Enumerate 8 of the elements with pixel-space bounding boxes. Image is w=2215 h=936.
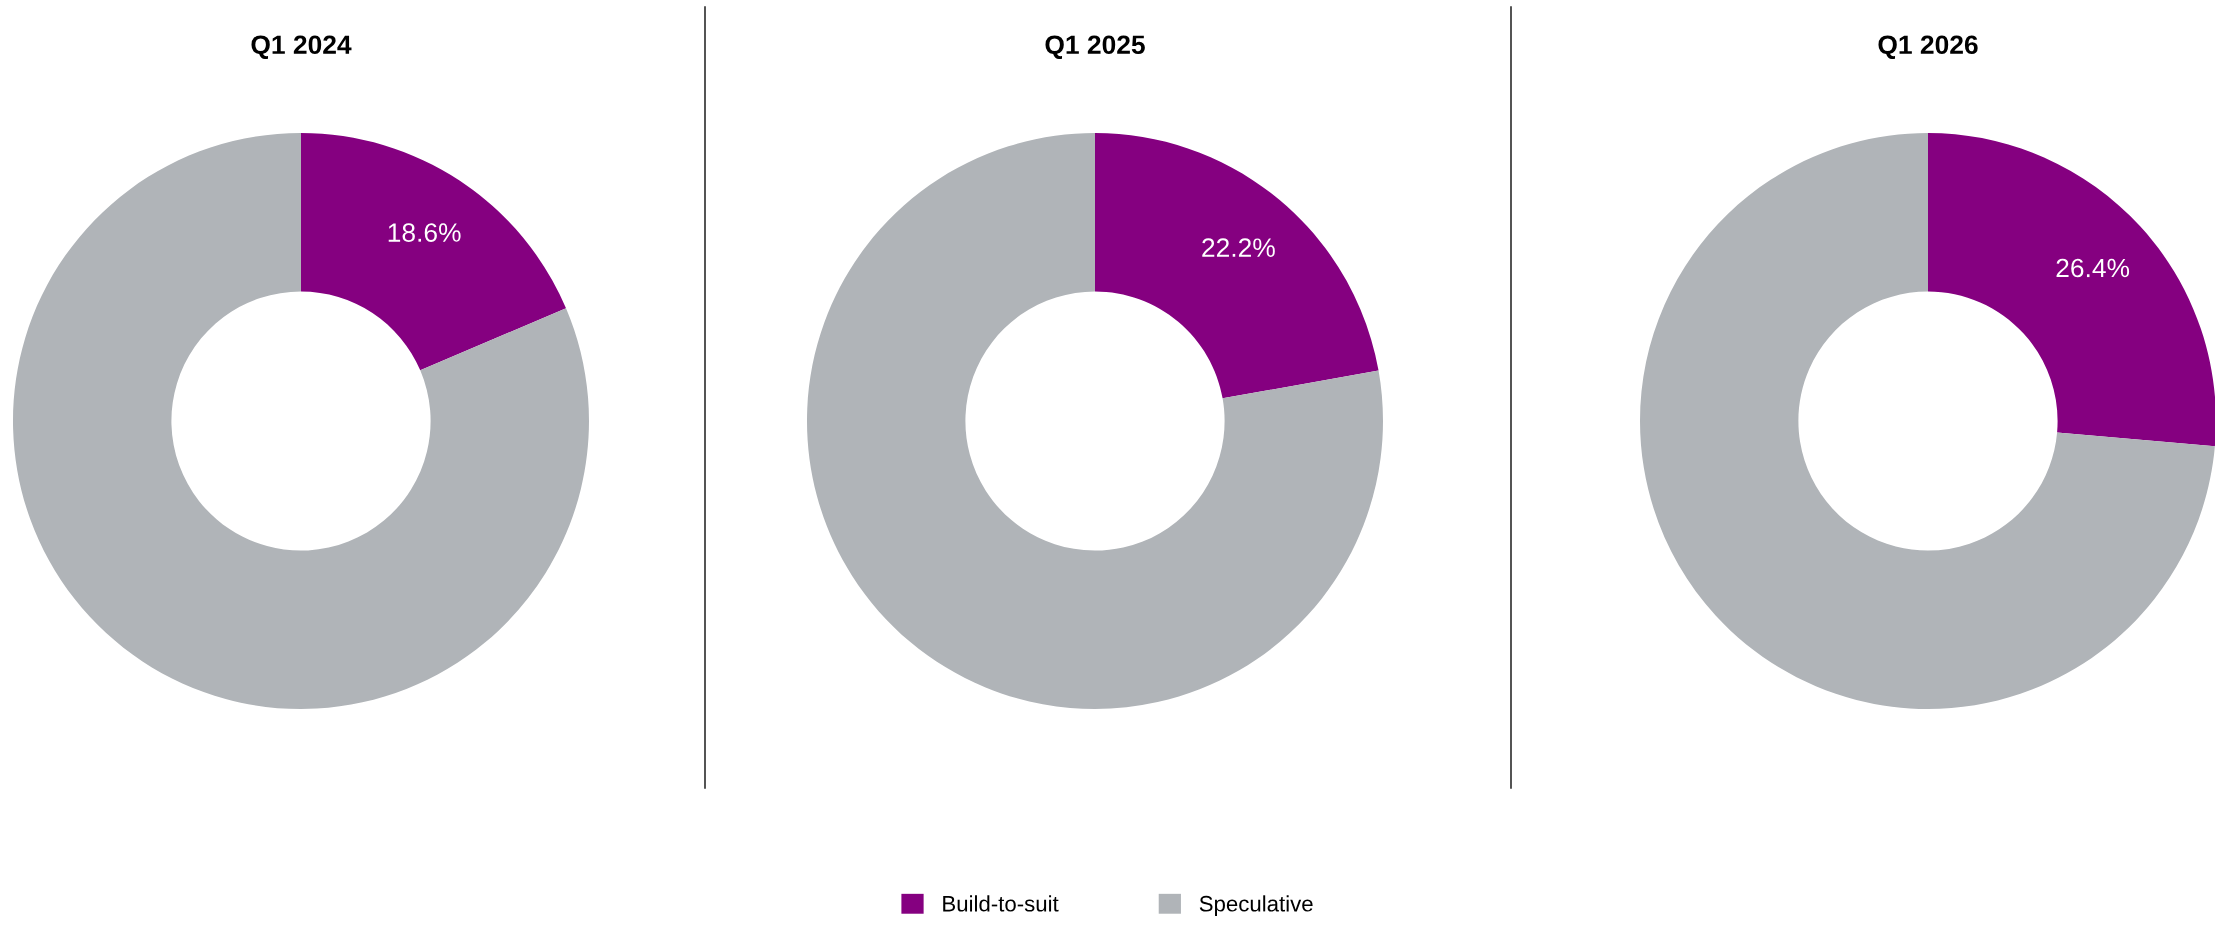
chart-title: Q1 2025: [1045, 35, 1145, 60]
data-label: 26.4%: [2056, 258, 2130, 278]
chart-title: Q1 2024: [251, 35, 352, 60]
legend-label: Build-to-suit: [943, 895, 1059, 912]
chart-title: Q1 2026: [1878, 35, 1978, 60]
data-label: 22.2%: [1202, 238, 1275, 257]
data-label: 18.6%: [388, 223, 461, 242]
legend-label: Speculative: [1199, 895, 1313, 916]
